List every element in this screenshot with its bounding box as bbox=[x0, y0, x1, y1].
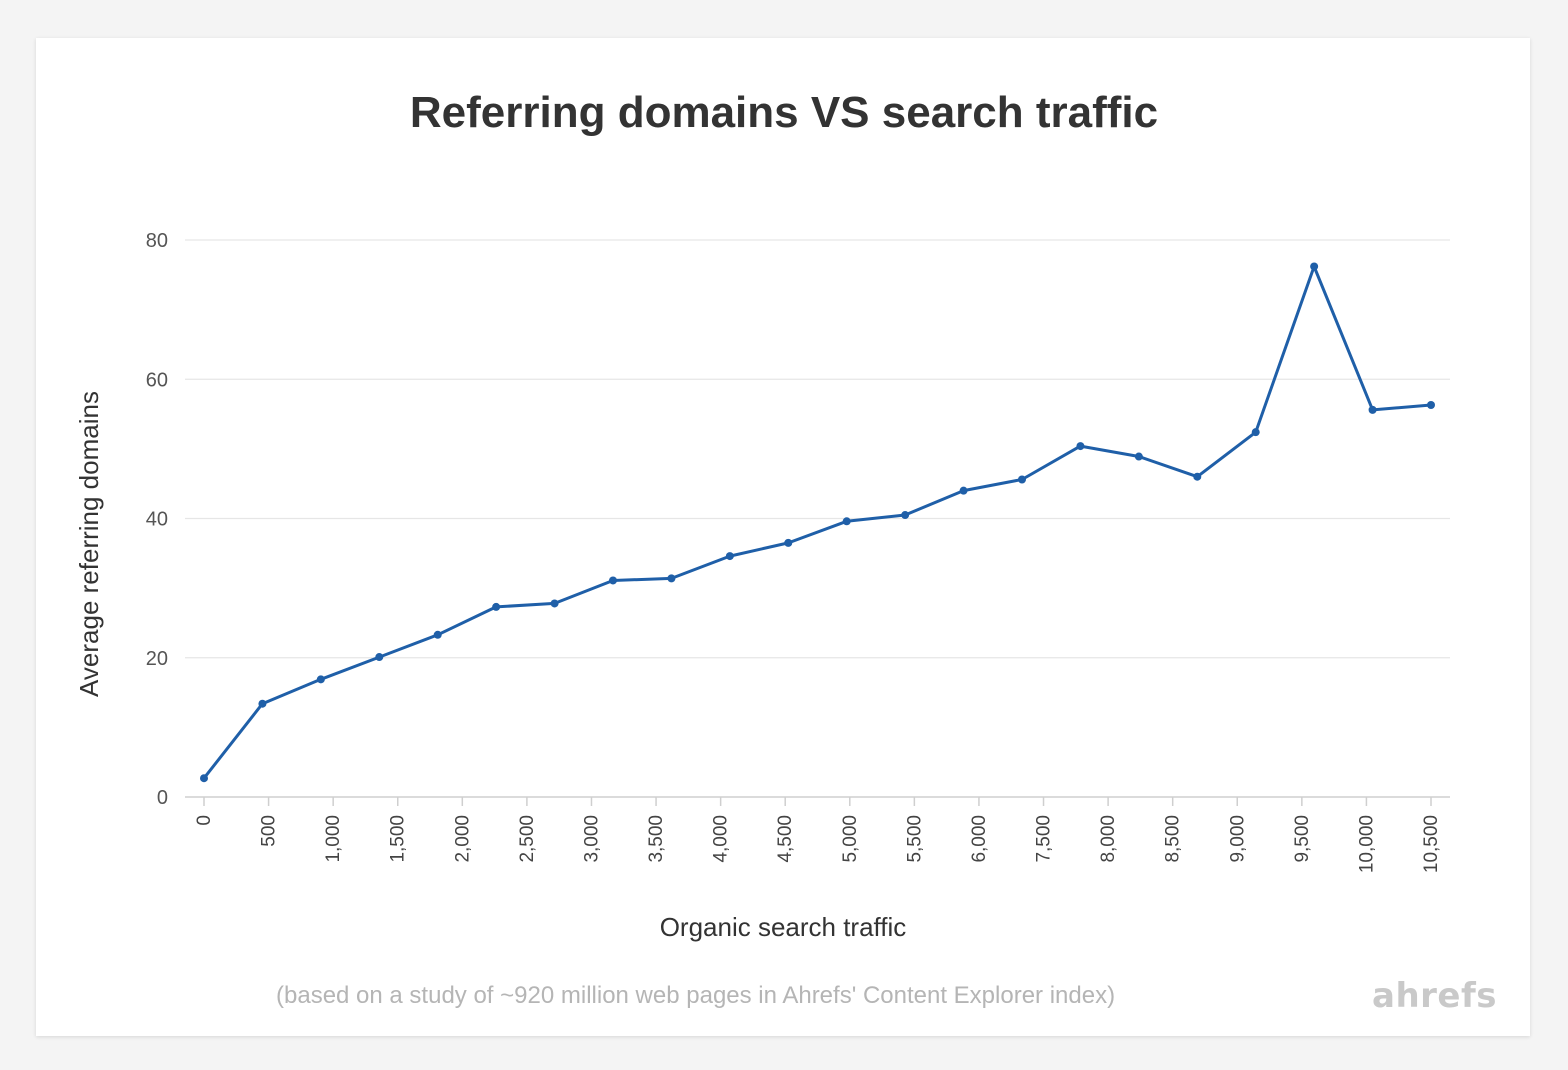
x-tick-label: 9,500 bbox=[1292, 815, 1313, 863]
y-tick-labels: 0 20 40 60 80 bbox=[146, 230, 168, 809]
data-point bbox=[901, 511, 910, 520]
data-point bbox=[550, 599, 559, 608]
data-point bbox=[258, 699, 267, 708]
x-tick-label: 6,000 bbox=[969, 815, 990, 863]
series-line bbox=[202, 265, 1432, 780]
data-point bbox=[1310, 262, 1319, 271]
x-tick-label: 8,500 bbox=[1163, 815, 1184, 863]
x-axis-label: Organic search traffic bbox=[660, 912, 907, 942]
data-point bbox=[1193, 472, 1202, 481]
y-tick-label: 0 bbox=[157, 787, 168, 809]
data-point bbox=[784, 538, 793, 547]
x-tick-label: 1,000 bbox=[323, 815, 344, 863]
data-point bbox=[1134, 452, 1143, 461]
data-point bbox=[725, 552, 734, 561]
chart-card bbox=[36, 38, 1530, 1036]
x-tick-label: 8,000 bbox=[1098, 815, 1119, 863]
x-tick-label: 0 bbox=[194, 815, 215, 826]
y-tick-label: 40 bbox=[146, 509, 168, 531]
data-point bbox=[959, 486, 968, 495]
data-point bbox=[492, 602, 501, 611]
x-tick-label: 1,500 bbox=[388, 815, 409, 863]
x-tick-label: 2,000 bbox=[452, 815, 473, 863]
data-point bbox=[375, 653, 384, 662]
data-point bbox=[667, 574, 676, 583]
data-points bbox=[200, 262, 1435, 783]
data-point bbox=[842, 517, 851, 526]
y-tick-label: 20 bbox=[146, 648, 168, 670]
x-tick-label: 4,500 bbox=[775, 815, 796, 863]
x-tick-label: 3,500 bbox=[646, 815, 667, 863]
x-tick-label: 10,000 bbox=[1356, 815, 1377, 873]
data-point bbox=[200, 774, 208, 783]
chart-title: Referring domains VS search traffic bbox=[409, 88, 1159, 137]
x-tick-label: 5,000 bbox=[840, 815, 861, 863]
x-tick-label: 10,500 bbox=[1421, 815, 1442, 873]
data-point bbox=[1427, 401, 1435, 410]
footnote: (based on a study of ~920 million web pa… bbox=[276, 982, 1116, 1009]
data-point bbox=[1076, 442, 1085, 451]
data-point bbox=[1368, 405, 1377, 414]
x-tick-label: 3,000 bbox=[581, 815, 602, 863]
data-point bbox=[1251, 428, 1260, 437]
ahrefs-logo: ahrefs bbox=[1372, 976, 1498, 1016]
data-point bbox=[433, 630, 442, 639]
y-tick-label: 80 bbox=[146, 230, 168, 252]
x-tick-label: 4,000 bbox=[711, 815, 732, 863]
data-point bbox=[316, 675, 325, 684]
x-tick-label: 5,500 bbox=[904, 815, 925, 863]
x-tick-label: 500 bbox=[259, 815, 280, 847]
x-tick-label: 9,000 bbox=[1227, 815, 1248, 863]
gridlines bbox=[185, 239, 1450, 659]
x-tick-label: 2,500 bbox=[517, 815, 538, 863]
data-point bbox=[609, 576, 617, 585]
x-tick-label: 7,500 bbox=[1034, 815, 1055, 863]
data-point bbox=[1018, 475, 1026, 484]
y-tick-label: 60 bbox=[146, 369, 168, 391]
y-axis-label: Average referring domains bbox=[74, 391, 104, 697]
x-tick-labels: 0 500 1,000 1,500 2,000 2,500 3,000 3,500 4,000 4… bbox=[194, 797, 1442, 873]
